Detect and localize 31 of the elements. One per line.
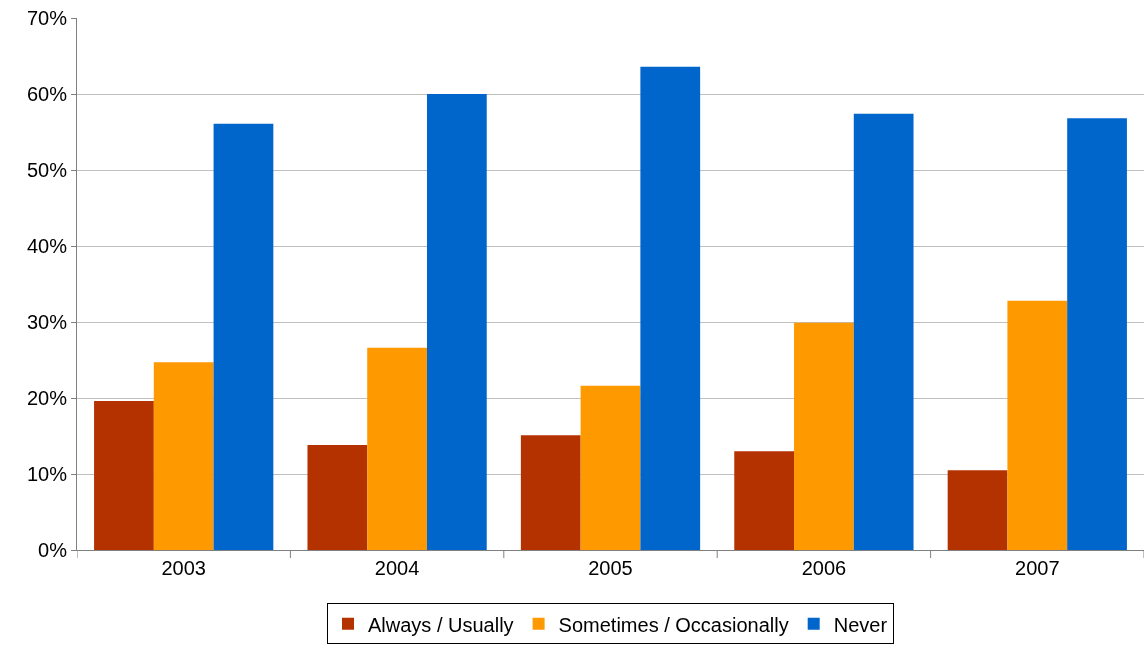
bar bbox=[794, 322, 854, 550]
bar bbox=[1067, 118, 1127, 550]
x-tick-label: 2004 bbox=[374, 557, 420, 579]
bar bbox=[1007, 300, 1068, 550]
bar bbox=[734, 451, 795, 550]
bar bbox=[307, 445, 368, 550]
bar bbox=[153, 362, 214, 550]
y-tick-label: 60% bbox=[26, 83, 68, 105]
bar bbox=[520, 435, 581, 550]
y-tick-label: 70% bbox=[26, 7, 68, 29]
y-tick-label: 10% bbox=[26, 463, 68, 485]
legend-label: Never bbox=[833, 613, 888, 636]
bar bbox=[94, 401, 154, 550]
bar bbox=[426, 94, 487, 550]
y-tick-label: 50% bbox=[26, 159, 68, 181]
bar bbox=[213, 123, 274, 550]
bar bbox=[580, 385, 641, 550]
y-tick-label: 0% bbox=[38, 539, 68, 561]
bar bbox=[640, 66, 701, 550]
bar bbox=[367, 347, 427, 550]
y-tick-label: 20% bbox=[26, 387, 68, 409]
x-tick-label: 2006 bbox=[801, 557, 847, 579]
bar bbox=[947, 470, 1008, 550]
x-tick-label: 2005 bbox=[588, 557, 633, 579]
x-tick-label: 2007 bbox=[1015, 557, 1060, 579]
legend-label: Always / Usually bbox=[368, 613, 514, 636]
x-tick-label: 2003 bbox=[161, 557, 206, 579]
bar bbox=[853, 113, 914, 550]
legend-label: Sometimes / Occasionally bbox=[558, 613, 789, 636]
y-tick-label: 40% bbox=[26, 235, 68, 257]
y-tick-label: 30% bbox=[26, 311, 68, 333]
